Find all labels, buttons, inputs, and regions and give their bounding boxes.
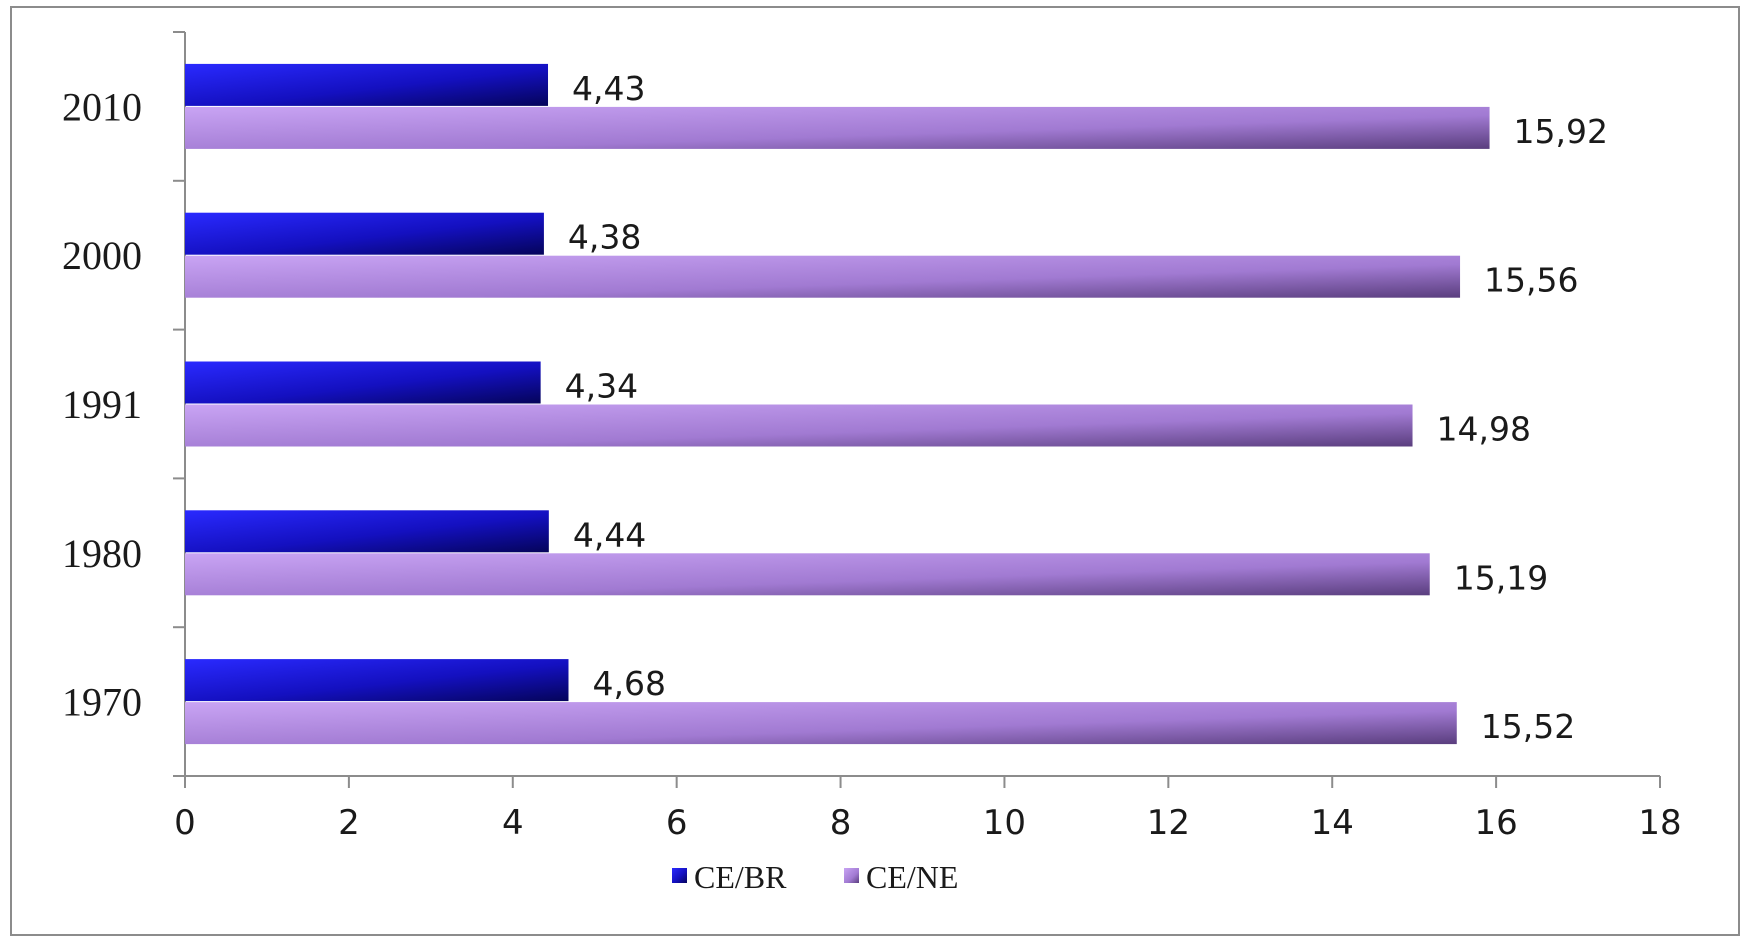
x-tick-label: 0 <box>174 803 196 843</box>
data-label: 15,92 <box>1514 112 1608 151</box>
x-tick-label: 4 <box>502 803 524 843</box>
legend-label: CE/BR <box>694 859 787 895</box>
x-tick-label: 18 <box>1638 803 1681 843</box>
x-tick-label: 10 <box>983 803 1026 843</box>
data-label: 4,68 <box>593 664 666 703</box>
bar-ce-br <box>185 361 541 404</box>
bar-chart: 0 2 4 6 8 10 12 14 16 18 2010 2000 1991 1980 1970 4,43… <box>62 31 1682 895</box>
data-label: 4,38 <box>568 218 641 257</box>
bars <box>185 63 1490 745</box>
legend: CE/BR CE/NE <box>672 859 958 895</box>
legend-swatch <box>844 868 859 883</box>
x-tick-label: 14 <box>1311 803 1354 843</box>
y-tick-label: 1970 <box>62 680 142 725</box>
axes: 0 2 4 6 8 10 12 14 16 18 2010 2000 1991 1980 1970 <box>62 31 1682 843</box>
labels: 4,43 15,92 4,38 15,56 4,34 14,98 4,44 15,19 4,68… <box>565 69 1608 746</box>
data-label: 4,34 <box>565 367 638 406</box>
bar-ce-ne <box>185 702 1457 745</box>
x-tick-label: 6 <box>666 803 688 843</box>
y-tick-label: 1991 <box>62 382 142 427</box>
data-label: 4,44 <box>573 515 646 554</box>
bar-ce-br <box>185 659 569 702</box>
y-tick-label: 2000 <box>62 233 142 278</box>
legend-swatch <box>672 868 687 883</box>
data-label: 15,52 <box>1481 707 1575 746</box>
data-label: 15,19 <box>1454 558 1548 597</box>
bar-ce-ne <box>185 404 1413 447</box>
legend-label: CE/NE <box>866 859 958 895</box>
bar-ce-ne <box>185 255 1461 298</box>
x-tick-label: 2 <box>338 803 360 843</box>
y-tick-label: 1980 <box>62 531 142 576</box>
data-label: 14,98 <box>1437 410 1531 449</box>
y-tick-label: 2010 <box>62 84 142 129</box>
x-tick-label: 16 <box>1474 803 1517 843</box>
data-label: 15,56 <box>1484 261 1578 300</box>
chart-frame: 0 2 4 6 8 10 12 14 16 18 2010 2000 1991 1980 1970 4,43… <box>10 6 1740 936</box>
bar-ce-ne <box>185 553 1430 596</box>
bar-ce-br <box>185 212 544 255</box>
data-label: 4,43 <box>572 69 645 108</box>
x-tick-label: 12 <box>1147 803 1190 843</box>
bar-ce-br <box>185 63 549 106</box>
bar-ce-ne <box>185 106 1490 149</box>
x-tick-label: 8 <box>830 803 852 843</box>
bar-ce-br <box>185 510 549 553</box>
